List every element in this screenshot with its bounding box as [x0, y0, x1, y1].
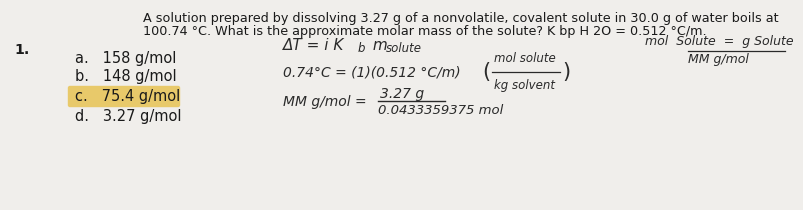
Text: a.   158 g/mol: a. 158 g/mol — [75, 50, 176, 66]
Text: 1.: 1. — [14, 43, 30, 57]
Text: kg solvent: kg solvent — [493, 79, 554, 92]
Text: b: b — [357, 42, 365, 55]
Text: d.   3.27 g/mol: d. 3.27 g/mol — [75, 109, 181, 123]
Text: MM g/mol =: MM g/mol = — [283, 95, 370, 109]
Text: (: ( — [482, 62, 490, 82]
Text: b.   148 g/mol: b. 148 g/mol — [75, 70, 177, 84]
Text: m: m — [368, 38, 387, 52]
Text: 3.27 g: 3.27 g — [380, 87, 424, 101]
FancyBboxPatch shape — [68, 87, 179, 106]
Text: A solution prepared by dissolving 3.27 g of a nonvolatile, covalent solute in 30: A solution prepared by dissolving 3.27 g… — [143, 12, 777, 25]
Text: mol solute: mol solute — [493, 52, 555, 65]
Text: 0.74°C = (1)(0.512 °C/m): 0.74°C = (1)(0.512 °C/m) — [283, 65, 460, 79]
Text: solute: solute — [385, 42, 422, 55]
Text: 0.0433359375 mol: 0.0433359375 mol — [377, 105, 503, 118]
Text: ): ) — [561, 62, 569, 82]
Text: mol  Solute  =  g Solute: mol Solute = g Solute — [644, 35, 793, 49]
Text: MM g/mol: MM g/mol — [687, 54, 748, 67]
Text: c.   75.4 g/mol: c. 75.4 g/mol — [75, 88, 180, 104]
Text: 100.74 °C. What is the approximate molar mass of the solute? K bp H 2O = 0.512 °: 100.74 °C. What is the approximate molar… — [143, 25, 706, 38]
Text: ΔT = i K: ΔT = i K — [283, 38, 344, 52]
